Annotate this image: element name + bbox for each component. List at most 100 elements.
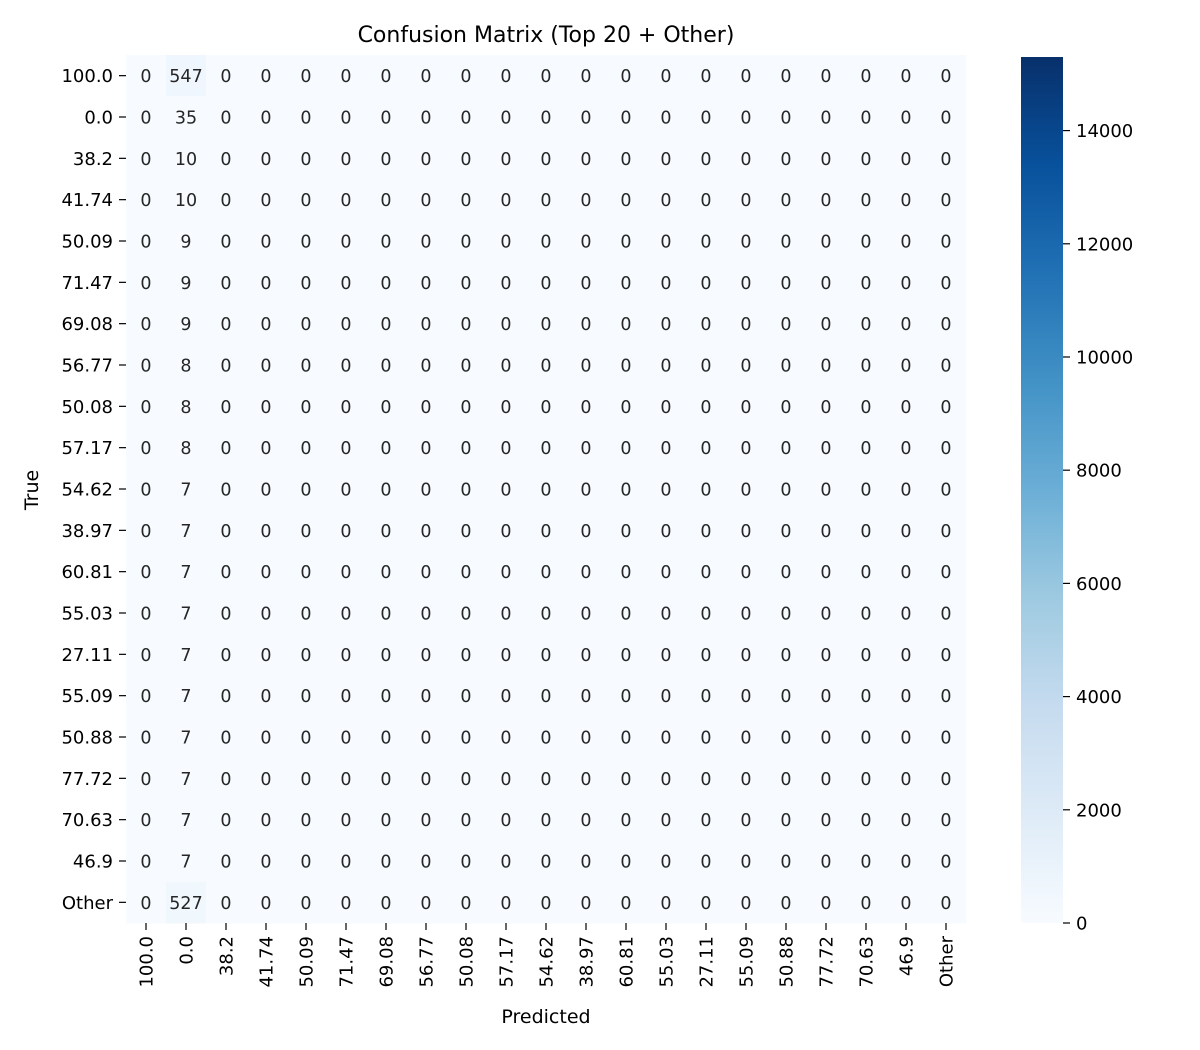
cell-value-label: 0 <box>260 853 271 873</box>
y-axis-label: True <box>21 470 43 511</box>
cell-value-label: 0 <box>220 687 231 707</box>
heatmap-cell <box>606 344 647 387</box>
heatmap-cell <box>846 716 887 759</box>
heatmap-cell <box>646 799 687 841</box>
y-tick-label: 41.74 <box>61 190 113 211</box>
cell-value-label: 7 <box>180 605 191 625</box>
cell-value-label: 0 <box>620 315 631 335</box>
heatmap-cell <box>246 592 287 635</box>
cell-value-label: 7 <box>180 687 191 707</box>
cell-value-label: 0 <box>860 811 871 831</box>
heatmap-cell <box>166 137 207 180</box>
heatmap-cell <box>486 55 527 97</box>
cell-value-label: 0 <box>300 481 311 501</box>
heatmap-cell <box>806 427 847 469</box>
cell-value-label: 0 <box>940 233 951 253</box>
heatmap-cell <box>566 675 607 717</box>
heatmap-cell <box>246 840 287 883</box>
heatmap-cell <box>446 303 487 345</box>
cell-value-label: 0 <box>740 357 751 377</box>
heatmap-cell <box>686 592 727 635</box>
cell-value-label: 0 <box>500 398 511 418</box>
heatmap-cell <box>766 716 807 759</box>
cell-value-label: 0 <box>620 67 631 87</box>
cell-value-label: 547 <box>169 67 202 87</box>
heatmap-cell <box>646 427 687 469</box>
heatmap-cell <box>406 220 447 263</box>
cell-value-label: 0 <box>340 398 351 418</box>
heatmap-cell <box>526 96 567 139</box>
cell-value-label: 0 <box>740 398 751 418</box>
cell-value-label: 7 <box>180 811 191 831</box>
heatmap-cell <box>566 427 607 469</box>
cell-value-label: 0 <box>380 646 391 666</box>
cell-value-label: 0 <box>940 770 951 790</box>
heatmap-cell <box>286 633 327 676</box>
heatmap-cell <box>926 840 967 883</box>
cell-value-label: 0 <box>340 605 351 625</box>
cell-value-label: 0 <box>460 811 471 831</box>
cell-value-label: 0 <box>700 687 711 707</box>
heatmap-cell <box>166 55 207 97</box>
cell-value-label: 0 <box>820 811 831 831</box>
cell-value-label: 0 <box>820 522 831 542</box>
cell-value-label: 0 <box>900 853 911 873</box>
cell-value-label: 0 <box>460 687 471 707</box>
cell-value-label: 0 <box>620 687 631 707</box>
heatmap-cell <box>446 592 487 635</box>
heatmap-cell <box>406 881 447 924</box>
heatmap-cell <box>246 757 287 800</box>
cell-value-label: 0 <box>900 605 911 625</box>
cell-value-label: 0 <box>580 853 591 873</box>
cell-value-label: 0 <box>420 67 431 87</box>
x-tick-label: 50.09 <box>297 936 318 988</box>
heatmap-cell <box>886 261 927 304</box>
heatmap-cell <box>766 757 807 800</box>
cell-value-label: 0 <box>300 67 311 87</box>
heatmap-cell <box>166 592 207 635</box>
heatmap-cell <box>486 799 527 841</box>
cell-value-label: 9 <box>180 315 191 335</box>
heatmap-cell <box>486 675 527 717</box>
cell-value-label: 0 <box>660 687 671 707</box>
cell-value-label: 0 <box>220 563 231 583</box>
x-tick-label: 46.9 <box>897 936 918 976</box>
heatmap-cell <box>366 220 407 263</box>
cell-value-label: 0 <box>740 770 751 790</box>
cell-value-label: 0 <box>460 563 471 583</box>
cell-value-label: 0 <box>420 687 431 707</box>
heatmap-cell <box>366 55 407 97</box>
cell-value-label: 0 <box>460 605 471 625</box>
cell-value-label: 0 <box>300 191 311 211</box>
heatmap-cell <box>646 551 687 593</box>
cell-value-label: 0 <box>460 770 471 790</box>
cell-value-label: 0 <box>420 729 431 749</box>
heatmap-cell <box>126 344 167 387</box>
cell-value-label: 0 <box>620 357 631 377</box>
heatmap-cell <box>206 55 247 97</box>
y-tick-label: 56.77 <box>61 356 113 377</box>
heatmap-cell <box>446 344 487 387</box>
cell-value-label: 0 <box>660 398 671 418</box>
cell-value-label: 0 <box>420 439 431 459</box>
y-tick-label: 27.11 <box>61 645 113 666</box>
heatmap-cell <box>406 344 447 387</box>
heatmap-cell <box>926 385 967 428</box>
cell-value-label: 0 <box>380 67 391 87</box>
heatmap-cell <box>126 633 167 676</box>
heatmap-cell <box>406 468 447 511</box>
cell-value-label: 0 <box>660 853 671 873</box>
heatmap-cell <box>246 55 287 97</box>
cell-value-label: 0 <box>380 398 391 418</box>
heatmap-cell <box>766 261 807 304</box>
cell-value-label: 0 <box>940 398 951 418</box>
y-tick-label: 50.88 <box>61 728 113 749</box>
cell-value-label: 0 <box>620 811 631 831</box>
y-tick-label: 55.03 <box>61 604 113 625</box>
heatmap-cell <box>886 179 927 221</box>
cell-value-label: 0 <box>260 67 271 87</box>
cell-value-label: 0 <box>740 687 751 707</box>
cell-value-label: 0 <box>580 522 591 542</box>
cell-value-label: 0 <box>820 315 831 335</box>
y-tick-label: 77.72 <box>61 769 113 790</box>
